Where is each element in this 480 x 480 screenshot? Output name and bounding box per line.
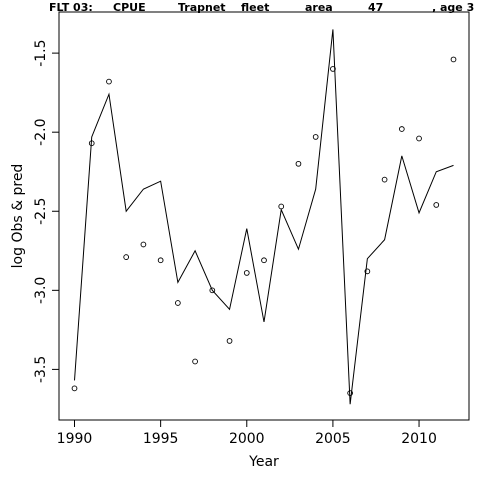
title-part-7: , age 3 <box>432 1 474 14</box>
observed-point <box>433 202 440 208</box>
observed-point <box>192 358 198 365</box>
x-tick-label: 2000 <box>229 431 265 447</box>
title-part-6: 47 <box>368 1 383 14</box>
observed-point <box>416 135 422 142</box>
observed-point <box>140 241 147 248</box>
observed-point <box>364 268 371 275</box>
x-tick-label: 2005 <box>315 431 351 447</box>
observed-point <box>243 270 250 276</box>
x-axis-title: Year <box>248 454 279 470</box>
y-tick-label: -2.5 <box>33 198 49 225</box>
x-tick-label: 1995 <box>143 431 179 447</box>
predicted-line <box>74 29 454 405</box>
y-axis-title: log Obs & pred <box>10 164 26 269</box>
chart-title: FLT 03: CPUE Trapnet fleet area 47 , age… <box>49 1 474 14</box>
title-part-3: Trapnet <box>178 1 226 14</box>
y-tick-label: -3.0 <box>33 277 49 304</box>
title-part-2: CPUE <box>113 1 146 14</box>
title-part-5: area <box>305 1 333 14</box>
y-tick-label: -3.5 <box>33 356 49 383</box>
y-tick-label: -1.5 <box>33 39 49 66</box>
observed-point <box>71 385 78 392</box>
observed-point <box>175 300 181 306</box>
observed-point <box>450 56 457 63</box>
data-layer <box>71 29 457 405</box>
y-tick-label: -2.0 <box>33 119 49 146</box>
observed-point <box>312 134 319 140</box>
title-part-1: FLT 03: <box>49 1 93 14</box>
observed-point <box>157 257 164 264</box>
observed-point <box>330 66 336 72</box>
x-tick-label: 1990 <box>57 431 93 447</box>
x-tick-label: 2010 <box>401 431 437 447</box>
observed-point <box>106 78 112 85</box>
observed-point <box>398 126 405 132</box>
observed-point <box>261 257 267 264</box>
title-part-4: fleet <box>241 1 269 14</box>
observed-point <box>226 338 233 344</box>
observed-point <box>209 287 216 294</box>
x-axis: 1990 1995 2000 2005 2010 <box>57 419 437 447</box>
observed-point <box>295 160 302 167</box>
observed-point <box>381 176 388 183</box>
y-axis: -3.5 -3.0 -2.5 -2.0 -1.5 <box>33 39 60 383</box>
observed-point <box>123 254 130 260</box>
